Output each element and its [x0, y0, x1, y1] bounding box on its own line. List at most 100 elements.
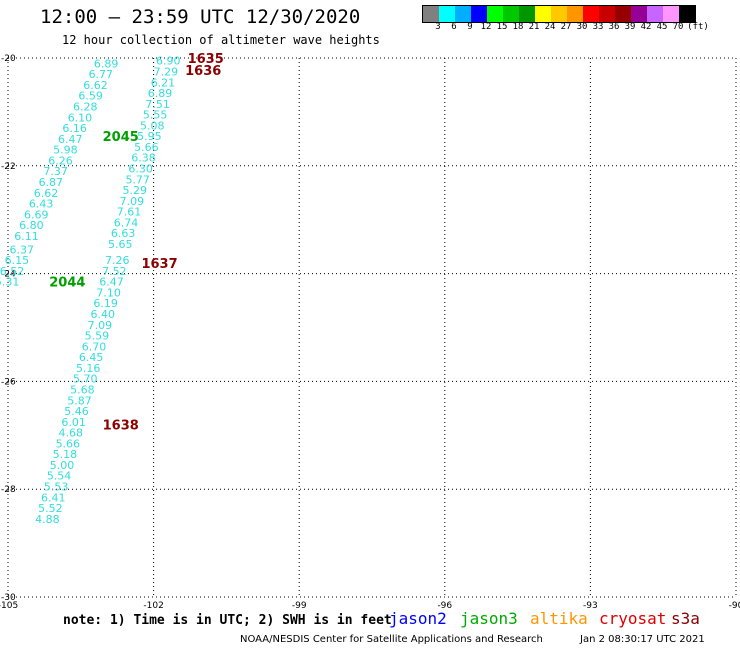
wave-height-label: 6.77	[89, 68, 114, 81]
color-scale-label: 36	[608, 22, 620, 32]
color-swatch	[663, 6, 679, 22]
cryosat-pass-time: 1637	[141, 257, 177, 272]
wave-height-label: 6.47	[58, 133, 83, 146]
color-swatch	[631, 6, 647, 22]
wave-height-label: 7.10	[96, 286, 121, 299]
axis-ticks: -105 -102 -99 -96 -93 -90 -20 -22 -24 -26 -28 -30	[0, 54, 740, 611]
wave-height-label: 6.01	[61, 416, 86, 429]
color-scale-label: 24	[544, 22, 556, 32]
wave-height-label: 5.29	[123, 184, 148, 197]
wave-height-label: 5.00	[50, 459, 74, 472]
wave-height-label: 5.31	[0, 276, 19, 289]
color-swatch	[519, 6, 535, 22]
y-tick-label: -26	[1, 377, 16, 387]
mission-legend-cryosat: cryosat	[599, 609, 667, 628]
wave-height-label: 6.70	[82, 340, 107, 353]
color-scale-label: 27	[560, 22, 572, 32]
wave-height-label: 6.74	[114, 216, 139, 229]
color-scale-label: 45	[656, 22, 668, 32]
wave-height-label: 6.80	[19, 219, 44, 232]
wave-height-label: 7.09	[120, 195, 145, 208]
color-scale-label: 33	[592, 22, 604, 32]
wave-height-label: 6.59	[78, 90, 103, 103]
color-swatch	[647, 6, 663, 22]
color-scale-labels: 3 6 9 12 15 18 21 24 27 30 33 36 39 42 45 70 (ft)	[422, 22, 740, 34]
wave-height-label: 5.16	[76, 362, 101, 375]
wave-height-label: 5.87	[67, 394, 92, 407]
map-subtitle: 12 hour collection of altimeter wave hei…	[62, 33, 380, 47]
wave-height-label: 5.54	[47, 470, 72, 483]
wave-height-label: 6.10	[68, 111, 93, 124]
wave-height-label: 5.66	[56, 437, 81, 450]
cryosat-pass-time: 1638	[103, 419, 139, 434]
map-title: 12:00 – 23:59 UTC 12/30/2020	[40, 6, 361, 28]
y-tick-label: -30	[1, 593, 16, 603]
color-scale-label: 9	[467, 22, 473, 32]
wave-height-label: 6.40	[91, 308, 116, 321]
color-swatch	[487, 6, 503, 22]
wave-height-label: 5.68	[70, 383, 95, 396]
mission-legend-s3a: s3a	[671, 609, 700, 628]
color-scale-label: 30	[576, 22, 588, 32]
wave-height-label: 5.08	[140, 119, 165, 132]
x-tick-label: -102	[143, 601, 163, 611]
mission-legend-altika: altika	[530, 609, 588, 628]
map-grid	[7, 57, 737, 598]
wave-height-label: 6.69	[24, 208, 48, 221]
units-note: note: 1) Time is in UTC; 2) SWH is in fe…	[63, 613, 392, 628]
color-swatch	[439, 6, 455, 22]
wave-height-label: 5.52	[38, 502, 63, 515]
wave-height-label: 7.51	[145, 98, 170, 111]
wave-height-label: 6.43	[29, 198, 53, 211]
wave-height-label: 5.59	[85, 330, 110, 343]
wave-height-label: 6.89	[148, 87, 173, 100]
color-scale-label: 6	[451, 22, 457, 32]
color-swatch	[599, 6, 615, 22]
wave-height-label: 5.77	[125, 173, 150, 186]
color-swatch	[471, 6, 487, 22]
wave-height-label: 6.38	[131, 152, 156, 165]
x-tick-label: -90	[729, 601, 740, 611]
wave-height-label: 6.87	[39, 176, 64, 189]
x-tick-label: -99	[292, 601, 307, 611]
wave-height-label: 6.37	[9, 243, 34, 256]
wave-height-label: 5.66	[134, 141, 159, 154]
color-scale-label: 12	[480, 22, 492, 32]
color-scale-label: (ft)	[687, 22, 709, 32]
color-scale-bar	[422, 5, 696, 23]
wave-height-label: 4.68	[58, 427, 83, 440]
wave-height-label: 5.98	[53, 144, 78, 157]
wave-height-label: 5.46	[64, 405, 89, 418]
wave-height-label: 6.19	[93, 297, 118, 310]
wave-height-label: 7.52	[102, 265, 127, 278]
y-tick-label: -20	[1, 54, 16, 64]
jason3-pass-time: 2044	[49, 276, 85, 291]
wave-height-label: 5.95	[137, 130, 162, 143]
color-swatch	[503, 6, 519, 22]
color-scale-label: 21	[528, 22, 540, 32]
wave-height-label: 6.63	[111, 227, 135, 240]
y-tick-label: -28	[1, 485, 16, 495]
wave-height-label: 6.16	[62, 122, 86, 135]
wave-height-label: 6.62	[83, 79, 108, 92]
wave-height-label: 7.09	[88, 319, 113, 332]
wave-height-label: 6.62	[34, 187, 59, 200]
wave-height-label: 6.28	[73, 101, 98, 114]
color-swatch	[455, 6, 471, 22]
color-swatch	[615, 6, 631, 22]
y-tick-label: -22	[1, 162, 16, 172]
mission-legend-jason2: jason2	[389, 609, 447, 628]
wave-height-label: 5.53	[44, 481, 69, 494]
color-swatch	[551, 6, 567, 22]
wave-height-label: 7.29	[154, 65, 179, 78]
credit-text: NOAA/NESDIS Center for Satellite Applica…	[240, 634, 543, 645]
wave-height-label: 6.52	[0, 265, 24, 278]
color-scale-label: 18	[512, 22, 524, 32]
color-swatch	[567, 6, 583, 22]
wave-height-label: 5.18	[53, 448, 78, 461]
wave-height-label: 6.26	[48, 154, 73, 167]
wave-height-label: 5.65	[108, 238, 133, 251]
color-swatch	[583, 6, 599, 22]
color-swatch	[535, 6, 551, 22]
color-scale-label: 39	[624, 22, 636, 32]
